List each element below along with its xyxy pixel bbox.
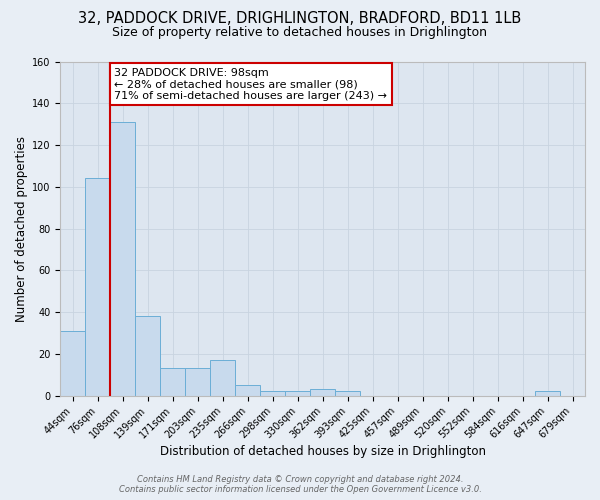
Bar [136,316,160,396]
Bar [310,390,335,396]
Bar [160,368,185,396]
Bar [535,392,560,396]
Text: Contains HM Land Registry data © Crown copyright and database right 2024.
Contai: Contains HM Land Registry data © Crown c… [119,474,481,494]
Text: Size of property relative to detached houses in Drighlington: Size of property relative to detached ho… [113,26,487,39]
Bar [285,392,310,396]
Y-axis label: Number of detached properties: Number of detached properties [15,136,28,322]
Bar [260,392,285,396]
Bar [85,178,110,396]
X-axis label: Distribution of detached houses by size in Drighlington: Distribution of detached houses by size … [160,444,485,458]
Bar [185,368,210,396]
Text: 32, PADDOCK DRIVE, DRIGHLINGTON, BRADFORD, BD11 1LB: 32, PADDOCK DRIVE, DRIGHLINGTON, BRADFOR… [79,11,521,26]
Bar [61,331,85,396]
Bar [335,392,360,396]
Bar [110,122,136,396]
Bar [235,385,260,396]
Text: 32 PADDOCK DRIVE: 98sqm
← 28% of detached houses are smaller (98)
71% of semi-de: 32 PADDOCK DRIVE: 98sqm ← 28% of detache… [114,68,387,101]
Bar [210,360,235,396]
